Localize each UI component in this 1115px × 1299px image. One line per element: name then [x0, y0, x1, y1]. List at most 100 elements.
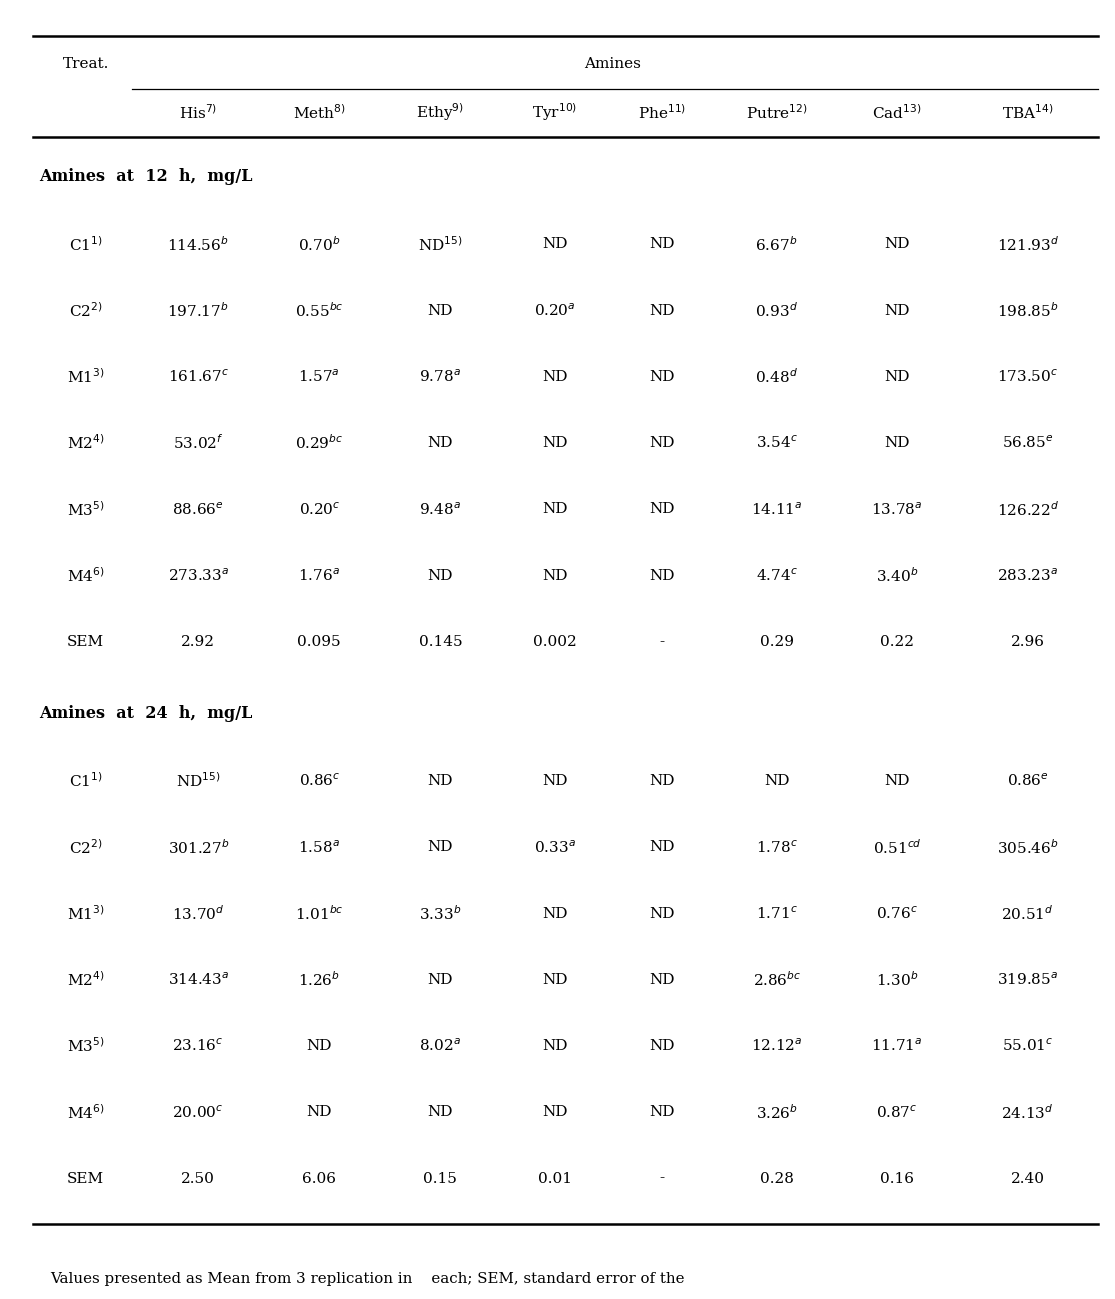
Text: 1.57$^{a}$: 1.57$^{a}$ [299, 369, 340, 386]
Text: ND: ND [650, 774, 675, 788]
Text: 88.66$^{e}$: 88.66$^{e}$ [173, 501, 224, 518]
Text: C1$^{1)}$: C1$^{1)}$ [69, 772, 103, 790]
Text: 2.86$^{bc}$: 2.86$^{bc}$ [753, 970, 801, 989]
Text: ND: ND [650, 973, 675, 987]
Text: ND: ND [650, 569, 675, 583]
Text: 3.26$^{b}$: 3.26$^{b}$ [756, 1103, 797, 1121]
Text: ND: ND [884, 238, 910, 252]
Text: ND: ND [884, 304, 910, 318]
Text: Amines  at  24  h,  mg/L: Amines at 24 h, mg/L [39, 705, 252, 722]
Text: 0.095: 0.095 [298, 635, 341, 650]
Text: 114.56$^{b}$: 114.56$^{b}$ [167, 235, 229, 253]
Text: 2.40: 2.40 [1010, 1172, 1045, 1186]
Text: ND: ND [884, 436, 910, 451]
Text: 0.70$^{b}$: 0.70$^{b}$ [298, 235, 340, 253]
Text: 13.70$^{d}$: 13.70$^{d}$ [172, 904, 224, 922]
Text: 0.20$^{a}$: 0.20$^{a}$ [534, 303, 575, 320]
Text: Cad$^{13)}$: Cad$^{13)}$ [872, 103, 922, 122]
Text: ND: ND [307, 1105, 332, 1120]
Text: 6.06: 6.06 [302, 1172, 337, 1186]
Text: 1.26$^{b}$: 1.26$^{b}$ [299, 970, 340, 989]
Text: ND: ND [542, 1039, 568, 1053]
Text: ND$^{15)}$: ND$^{15)}$ [418, 235, 463, 253]
Text: 3.40$^{b}$: 3.40$^{b}$ [876, 566, 919, 585]
Text: ND: ND [542, 1105, 568, 1120]
Text: ND: ND [427, 774, 453, 788]
Text: 0.76$^{c}$: 0.76$^{c}$ [876, 905, 918, 922]
Text: 319.85$^{a}$: 319.85$^{a}$ [997, 972, 1058, 989]
Text: -: - [660, 1172, 665, 1186]
Text: ND: ND [542, 436, 568, 451]
Text: 0.16: 0.16 [880, 1172, 914, 1186]
Text: 20.51$^{d}$: 20.51$^{d}$ [1001, 904, 1054, 922]
Text: 126.22$^{d}$: 126.22$^{d}$ [997, 500, 1058, 518]
Text: M3$^{5)}$: M3$^{5)}$ [67, 500, 105, 518]
Text: ND: ND [307, 1039, 332, 1053]
Text: C1$^{1)}$: C1$^{1)}$ [69, 235, 103, 253]
Text: ND$^{15)}$: ND$^{15)}$ [176, 772, 221, 790]
Text: 0.51$^{cd}$: 0.51$^{cd}$ [873, 838, 921, 856]
Text: Ethy$^{9)}$: Ethy$^{9)}$ [416, 101, 464, 123]
Text: 0.22: 0.22 [880, 635, 914, 650]
Text: 1.01$^{bc}$: 1.01$^{bc}$ [295, 904, 343, 922]
Text: ND: ND [427, 436, 453, 451]
Text: 0.28: 0.28 [759, 1172, 794, 1186]
Text: 1.58$^{a}$: 1.58$^{a}$ [299, 839, 340, 856]
Text: ND: ND [650, 840, 675, 855]
Text: 0.002: 0.002 [533, 635, 576, 650]
Text: 11.71$^{a}$: 11.71$^{a}$ [871, 1038, 923, 1055]
Text: M3$^{5)}$: M3$^{5)}$ [67, 1037, 105, 1055]
Text: 0.33$^{a}$: 0.33$^{a}$ [534, 839, 575, 856]
Text: 9.48$^{a}$: 9.48$^{a}$ [419, 501, 462, 518]
Text: ND: ND [542, 503, 568, 517]
Text: Amines  at  12  h,  mg/L: Amines at 12 h, mg/L [39, 169, 252, 186]
Text: 8.02$^{a}$: 8.02$^{a}$ [419, 1038, 462, 1055]
Text: 305.46$^{b}$: 305.46$^{b}$ [997, 838, 1058, 856]
Text: ND: ND [427, 1105, 453, 1120]
Text: M1$^{3)}$: M1$^{3)}$ [67, 368, 105, 386]
Text: ND: ND [427, 840, 453, 855]
Text: 0.48$^{d}$: 0.48$^{d}$ [755, 368, 798, 386]
Text: ND: ND [650, 238, 675, 252]
Text: 161.67$^{c}$: 161.67$^{c}$ [167, 369, 229, 386]
Text: ND: ND [427, 304, 453, 318]
Text: ND: ND [884, 774, 910, 788]
Text: 9.78$^{a}$: 9.78$^{a}$ [419, 369, 462, 386]
Text: 12.12$^{a}$: 12.12$^{a}$ [750, 1038, 803, 1055]
Text: 14.11$^{a}$: 14.11$^{a}$ [750, 501, 803, 518]
Text: ND: ND [542, 907, 568, 921]
Text: Values presented as Mean from 3 replication in    each; SEM, standard error of t: Values presented as Mean from 3 replicat… [50, 1272, 685, 1286]
Text: 0.86$^{c}$: 0.86$^{c}$ [299, 773, 340, 790]
Text: ND: ND [650, 436, 675, 451]
Text: ND: ND [650, 304, 675, 318]
Text: 2.50: 2.50 [182, 1172, 215, 1186]
Text: 1.76$^{a}$: 1.76$^{a}$ [299, 568, 340, 585]
Text: ND: ND [542, 569, 568, 583]
Text: 314.43$^{a}$: 314.43$^{a}$ [167, 972, 229, 989]
Text: 2.92: 2.92 [182, 635, 215, 650]
Text: 121.93$^{d}$: 121.93$^{d}$ [997, 235, 1059, 253]
Text: 2.96: 2.96 [1010, 635, 1045, 650]
Text: 173.50$^{c}$: 173.50$^{c}$ [997, 369, 1058, 386]
Text: ND: ND [650, 907, 675, 921]
Text: Phe$^{11)}$: Phe$^{11)}$ [638, 103, 687, 122]
Text: SEM: SEM [67, 1172, 104, 1186]
Text: M4$^{6)}$: M4$^{6)}$ [67, 1103, 105, 1121]
Text: 3.33$^{b}$: 3.33$^{b}$ [419, 904, 462, 922]
Text: 56.85$^{e}$: 56.85$^{e}$ [1002, 435, 1054, 452]
Text: 6.67$^{b}$: 6.67$^{b}$ [755, 235, 797, 253]
Text: ND: ND [764, 774, 789, 788]
Text: ND: ND [427, 973, 453, 987]
Text: C2$^{2)}$: C2$^{2)}$ [69, 838, 103, 856]
Text: 0.29: 0.29 [759, 635, 794, 650]
Text: 23.16$^{c}$: 23.16$^{c}$ [173, 1038, 224, 1055]
Text: Meth$^{8)}$: Meth$^{8)}$ [293, 103, 346, 122]
Text: 0.01: 0.01 [537, 1172, 572, 1186]
Text: ND: ND [542, 370, 568, 385]
Text: His$^{7)}$: His$^{7)}$ [180, 103, 217, 122]
Text: 283.23$^{a}$: 283.23$^{a}$ [997, 568, 1058, 585]
Text: 3.54$^{c}$: 3.54$^{c}$ [756, 435, 797, 452]
Text: Tyr$^{10)}$: Tyr$^{10)}$ [532, 101, 578, 123]
Text: 0.86$^{e}$: 0.86$^{e}$ [1007, 773, 1048, 790]
Text: 1.30$^{b}$: 1.30$^{b}$ [876, 970, 919, 989]
